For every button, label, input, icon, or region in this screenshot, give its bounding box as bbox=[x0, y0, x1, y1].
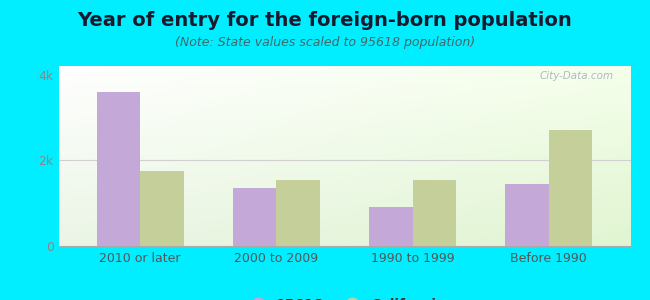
Legend: 95618, California: 95618, California bbox=[238, 292, 451, 300]
Bar bbox=[97, 92, 140, 246]
Bar bbox=[369, 207, 413, 246]
Text: (Note: State values scaled to 95618 population): (Note: State values scaled to 95618 popu… bbox=[175, 36, 475, 49]
Bar bbox=[140, 171, 184, 246]
Bar bbox=[413, 180, 456, 246]
Bar bbox=[505, 184, 549, 246]
Text: City-Data.com: City-Data.com bbox=[540, 71, 614, 81]
Bar bbox=[549, 130, 592, 246]
Bar bbox=[276, 180, 320, 246]
Text: Year of entry for the foreign-born population: Year of entry for the foreign-born popul… bbox=[77, 11, 573, 29]
Bar bbox=[233, 188, 276, 246]
